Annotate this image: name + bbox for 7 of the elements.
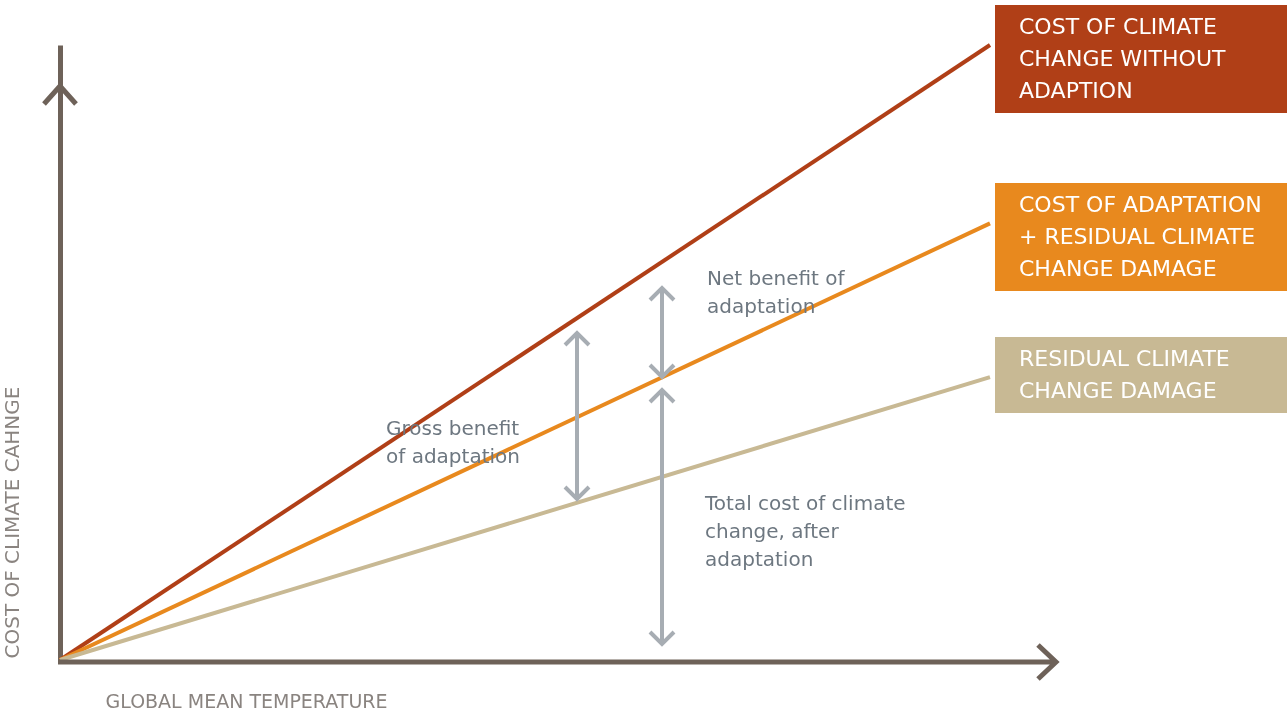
annotation: Net benefit of adaptation [707, 265, 846, 320]
annotation: Total cost of climate change, after adaptation [705, 490, 907, 573]
x-axis-title: GLOBAL MEAN TEMPERATURE [105, 689, 388, 712]
name-box: COST OF CLIMATE CHANGE WITHOUT ADAPTION [995, 5, 1287, 113]
name-box: COST OF ADAPTATION + RESIDUAL CLIMATE CHANGE DAMAGE [995, 183, 1287, 292]
y-axis-title: COST OF CLIMATE CAHNGE [0, 386, 24, 659]
name-box: RESIDUAL CLIMATE CHANGE DAMAGE [995, 337, 1287, 414]
